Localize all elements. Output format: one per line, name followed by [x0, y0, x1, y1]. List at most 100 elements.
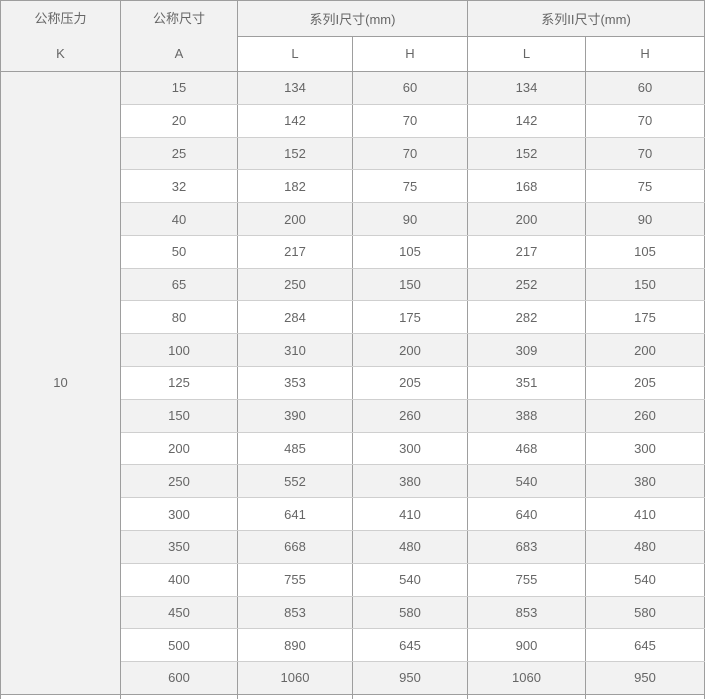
- cell-l1: 390: [237, 398, 353, 433]
- cell-l2: 351: [467, 366, 586, 400]
- cell-l1: 250: [237, 267, 353, 302]
- cell-h2: 70: [584, 136, 705, 171]
- nominal-size-label: 公称尺寸: [152, 11, 205, 26]
- cell-l1: 142: [237, 103, 353, 138]
- header-row-2: L H L H: [1, 35, 705, 72]
- cell-l1: 310: [237, 333, 353, 368]
- cell-h1: 950: [352, 661, 468, 695]
- header-series1-l: L: [237, 35, 353, 72]
- cell-l2: 853: [467, 595, 586, 630]
- cell-l1: 217: [237, 234, 353, 269]
- pressure-value-cell: 10: [0, 71, 121, 695]
- cell-h2: 380: [584, 464, 705, 499]
- header-series1-group: 系列I尺寸(mm): [237, 0, 468, 37]
- cell-a: 150: [120, 398, 238, 433]
- cell-l2: 540: [467, 464, 586, 499]
- cell-h2: 950: [584, 661, 705, 695]
- spec-row-dn40: 40 200 90 200 90: [1, 202, 705, 236]
- cell-h2: 580: [584, 595, 705, 630]
- cell-l2: 282: [467, 300, 586, 335]
- cell-h2: 300: [584, 431, 705, 466]
- cell-h2: 645: [584, 628, 705, 663]
- cell-a: 300: [120, 497, 238, 531]
- pressure-symbol-label: K: [56, 46, 65, 61]
- table-body: 10 15 134 60 134 60 20 142 70 142 70 25 152 70 152 70 32…: [0, 71, 705, 699]
- table-header: 公称压力 K 公称尺寸 A 系列I尺寸(mm) 系列II尺寸(mm) L H L…: [0, 0, 705, 72]
- cell-l1: 1060: [237, 661, 353, 695]
- cell-a: 40: [120, 202, 238, 236]
- cell-h2: 205: [584, 366, 705, 400]
- spec-row-dn500: 500 890 645 900 645: [1, 628, 705, 663]
- spec-row-dn32: 32 182 75 168 75: [1, 169, 705, 204]
- cell-a: 100: [120, 333, 238, 368]
- header-nominal-size: 公称尺寸 A: [120, 0, 238, 72]
- header-series2-l: L: [467, 35, 586, 72]
- spec-row-dn300: 300 641 410 640 410: [1, 497, 705, 531]
- cell-l2: 640: [467, 497, 586, 531]
- cell-l2: 152: [467, 136, 586, 171]
- cell-a: 600: [120, 661, 238, 695]
- cell-h1: 60: [352, 71, 468, 105]
- spec-row-dn100: 100 310 200 309 200: [1, 333, 705, 368]
- header-row-1: 公称压力 K 公称尺寸 A 系列I尺寸(mm) 系列II尺寸(mm): [0, 0, 705, 72]
- cell-a: 32: [120, 169, 238, 204]
- cell-h2: 90: [584, 202, 705, 236]
- cell-l2: 134: [467, 71, 586, 105]
- cell-l1: 485: [237, 431, 353, 466]
- cell-h2: 410: [584, 497, 705, 531]
- cell-h2: 260: [584, 398, 705, 433]
- cell-h1: 540: [352, 562, 468, 597]
- cell-empty: [584, 693, 705, 699]
- cell-h1: 105: [352, 234, 468, 269]
- spec-row-dn200: 200 485 300 468 300: [1, 431, 705, 466]
- cell-a: 250: [120, 464, 238, 499]
- cell-h1: 580: [352, 595, 468, 630]
- cell-empty: [0, 693, 121, 699]
- cell-h2: 540: [584, 562, 705, 597]
- cell-l1: 552: [237, 464, 353, 499]
- cell-h1: 645: [352, 628, 468, 663]
- cell-a: 50: [120, 234, 238, 269]
- cell-l1: 668: [237, 529, 353, 564]
- cell-h2: 70: [584, 103, 705, 138]
- cell-l2: 468: [467, 431, 586, 466]
- cell-empty: [120, 693, 238, 699]
- spec-row-dn250: 250 552 380 540 380: [1, 464, 705, 499]
- cell-a: 25: [120, 136, 238, 171]
- cell-empty: [467, 693, 586, 699]
- cell-l2: 309: [467, 333, 586, 368]
- cell-l1: 284: [237, 300, 353, 335]
- cell-l1: 755: [237, 562, 353, 597]
- cell-h1: 380: [352, 464, 468, 499]
- cell-h1: 260: [352, 398, 468, 433]
- cell-h1: 200: [352, 333, 468, 368]
- cell-l2: 683: [467, 529, 586, 564]
- cell-empty: [237, 693, 353, 699]
- cell-a: 450: [120, 595, 238, 630]
- cell-h1: 70: [352, 136, 468, 171]
- cell-l2: 1060: [467, 661, 586, 695]
- spec-row-dn20: 20 142 70 142 70: [1, 103, 705, 138]
- cell-l2: 168: [467, 169, 586, 204]
- spec-row-dn25: 25 152 70 152 70: [1, 136, 705, 171]
- spec-row-dn150: 150 390 260 388 260: [1, 398, 705, 433]
- header-series1-h: H: [352, 35, 468, 72]
- spec-row-dn65: 65 250 150 252 150: [1, 267, 705, 302]
- cell-l2: 217: [467, 234, 586, 269]
- cell-l2: 142: [467, 103, 586, 138]
- spec-row-dn600: 600 1060 950 1060 950: [1, 661, 705, 695]
- cell-empty: [352, 693, 468, 699]
- cell-h2: 200: [584, 333, 705, 368]
- cell-h1: 175: [352, 300, 468, 335]
- cell-h1: 75: [352, 169, 468, 204]
- cell-h2: 105: [584, 234, 705, 269]
- cell-h1: 410: [352, 497, 468, 531]
- cell-l2: 252: [467, 267, 586, 302]
- cell-a: 500: [120, 628, 238, 663]
- cell-h1: 90: [352, 202, 468, 236]
- cell-a: 20: [120, 103, 238, 138]
- cell-l2: 200: [467, 202, 586, 236]
- header-series2-h: H: [584, 35, 705, 72]
